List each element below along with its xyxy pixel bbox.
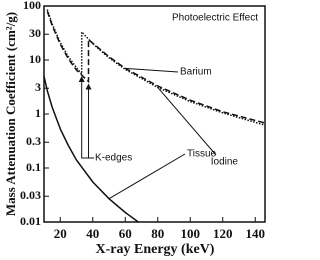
x-tick-label: 20	[54, 226, 67, 241]
y-tick-label: 3	[35, 80, 41, 94]
y-tick-label: 0.03	[20, 188, 41, 202]
chart: Mass Attenuation Coefficient (cm²/g) X-r…	[3, 0, 266, 257]
arrow	[81, 80, 94, 159]
y-tick-label: 100	[23, 0, 41, 12]
y-tick-label: 1	[35, 106, 41, 120]
line	[46, 9, 266, 126]
arrow-head	[78, 76, 85, 83]
y-tick-label: 30	[29, 26, 41, 40]
x-tick-label: 60	[119, 226, 132, 241]
curve-label: Iodine	[211, 157, 239, 168]
leader-line	[108, 153, 186, 200]
curve-label: Tissue	[187, 149, 217, 160]
line	[46, 10, 266, 124]
leader-line	[125, 67, 179, 73]
x-tick-label: 80	[151, 226, 164, 241]
y-tick-label: 10	[29, 52, 41, 66]
annotation: K-edges	[95, 153, 132, 164]
y-tick-label: 0.01	[20, 214, 41, 228]
y-axis-label: Mass Attenuation Coefficient (cm²/g)	[3, 12, 18, 216]
x-tick-label: 100	[181, 226, 201, 241]
plot-frame	[43, 5, 266, 223]
x-tick-label: 120	[213, 226, 233, 241]
arrow	[88, 87, 94, 159]
annotation: Photoelectric Effect	[172, 13, 258, 24]
leader-line	[157, 87, 217, 156]
curve-label: Barium	[180, 67, 212, 78]
y-tick-label: 0.3	[26, 134, 41, 148]
y-tick-label: 0.1	[26, 160, 41, 174]
x-tick-label: 140	[246, 226, 266, 241]
line	[43, 76, 139, 223]
arrow-head	[85, 83, 92, 90]
x-tick-label: 40	[86, 226, 99, 241]
x-axis-label: X-ray Energy (keV)	[96, 242, 215, 257]
